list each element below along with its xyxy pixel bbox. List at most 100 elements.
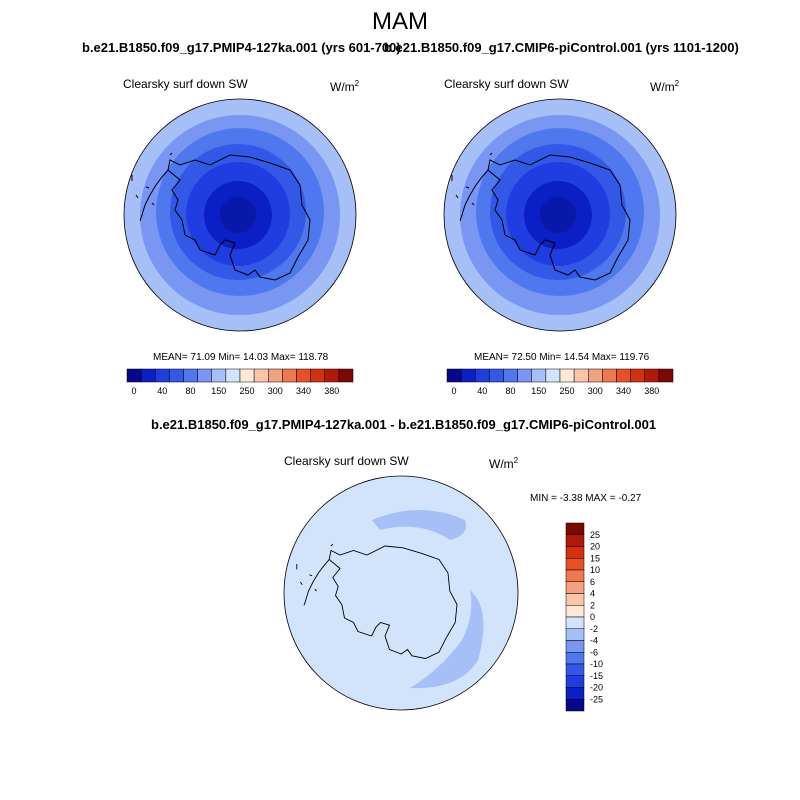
colorbar-swatch [545,368,561,383]
colorbar-swatch [565,546,585,559]
colorbar-swatch [155,368,170,383]
colorbar-swatch [573,368,589,383]
colorbar-swatch [531,368,547,383]
panel-2-title: b.e21.B1850.f09_g17.CMIP6-piControl.001 … [384,40,739,55]
colorbar-swatch [565,605,585,618]
colorbar-swatch [559,368,575,383]
colorbar-tick-label: 20 [590,542,600,552]
colorbar-swatch [565,581,585,594]
panel-3-stats: MIN = -3.38 MAX = -0.27 [530,493,642,504]
colorbar-swatch [565,558,585,571]
season-title: MAM [372,8,428,35]
colorbar-swatch [225,368,241,383]
colorbar-tick-label: 380 [644,386,659,396]
colorbar-swatch [475,368,490,383]
colorbar-tick-label: 2 [590,600,595,610]
colorbar-tick-label: -15 [590,671,603,681]
panel-1-units: W/m2 [330,79,360,94]
colorbar-swatch [565,628,585,641]
panel-3-title: b.e21.B1850.f09_g17.PMIP4-127ka.001 - b.… [151,417,657,432]
colorbar-swatch [565,675,585,688]
panel-1-map [124,99,356,331]
colorbar-tick-label: 340 [616,386,631,396]
colorbar-swatch [211,368,227,383]
colorbar-swatch [565,522,585,535]
colorbar-swatch [503,368,518,383]
colorbar-tick-label: 150 [211,386,226,396]
colorbar-tick-label: 4 [590,589,595,599]
panel-2-map-border [443,98,677,332]
panel-3-units: W/m2 [489,456,519,471]
colorbar-tick-label: 25 [590,530,600,540]
colorbar-tick-label: 6 [590,577,595,587]
colorbar-panel-1: 0 40 80 150 250 300 340 380 [126,368,354,396]
colorbar-tick-label: -10 [590,659,603,669]
colorbar-tick-label: 40 [157,386,167,396]
colorbar-tick-label: -25 [590,694,603,704]
colorbar-swatch [565,640,585,653]
colorbar-swatch [565,652,585,665]
colorbar-swatch [253,368,269,383]
colorbar-swatch [517,368,532,383]
colorbar-swatch [169,368,184,383]
panel-2-map [444,99,676,331]
colorbar-swatch [338,368,354,383]
colorbar-swatch [282,368,297,383]
colorbar-swatch [239,368,255,383]
colorbar-tick-label: 300 [268,386,283,396]
colorbar-swatch [197,368,212,383]
colorbar-tick-label: 15 [590,553,600,563]
colorbar-swatch [183,368,198,383]
colorbar-tick-label: 250 [240,386,255,396]
colorbar-tick-label: 340 [296,386,311,396]
colorbar-swatch [565,699,585,712]
colorbar-swatch [296,368,311,383]
colorbar-tick-label: 80 [506,386,516,396]
colorbar-tick-label: 250 [560,386,575,396]
colorbar-swatch [268,368,283,383]
panel-1-stats: MEAN= 71.09 Min= 14.03 Max= 118.78 [153,352,329,363]
colorbar-swatch [310,368,325,383]
colorbar-swatch [644,368,660,383]
colorbar-tick-label: 380 [324,386,339,396]
colorbar-swatch [460,368,476,383]
colorbar-swatch [140,368,156,383]
colorbar-tick-label: 150 [531,386,546,396]
colorbar-tick-label: -20 [590,683,603,693]
panel-2-units: W/m2 [650,79,680,94]
colorbar-tick-label: 80 [186,386,196,396]
colorbar-tick-label: -4 [590,636,598,646]
panel-3-variable: Clearsky surf down SW [284,454,409,468]
colorbar-swatch [565,534,585,547]
panel-1-map-border [123,98,357,332]
colorbar-swatch [630,368,645,383]
colorbar-swatch [588,368,603,383]
panel-2-stats: MEAN= 72.50 Min= 14.54 Max= 119.76 [474,352,650,363]
colorbar-swatch [658,368,674,383]
colorbar-swatch [565,593,585,606]
panel-1-title: b.e21.B1850.f09_g17.PMIP4-127ka.001 (yrs… [82,40,401,55]
colorbar-swatch [126,368,142,383]
panel-3-map [284,476,518,710]
colorbar-swatch [616,368,631,383]
panel-2-variable: Clearsky surf down SW [444,77,569,91]
colorbar-swatch [565,663,585,676]
colorbar-panel-2: 0 40 80 150 250 300 340 380 [446,368,674,396]
colorbar-swatch [602,368,617,383]
colorbar-swatch [446,368,462,383]
colorbar-tick-label: 300 [588,386,603,396]
colorbar-tick-label: 0 [452,386,457,396]
colorbar-swatch [565,569,585,582]
panel-1-variable: Clearsky surf down SW [123,77,248,91]
panel-3-map-border [283,475,519,711]
colorbar-swatch [489,368,504,383]
colorbar-tick-label: 0 [590,612,595,622]
colorbar-tick-label: 0 [132,386,137,396]
colorbar-swatch [565,616,585,629]
colorbar-swatch [324,368,340,383]
colorbar-tick-label: 40 [477,386,487,396]
colorbar-swatch [565,687,585,700]
colorbar-tick-label: 10 [590,565,600,575]
